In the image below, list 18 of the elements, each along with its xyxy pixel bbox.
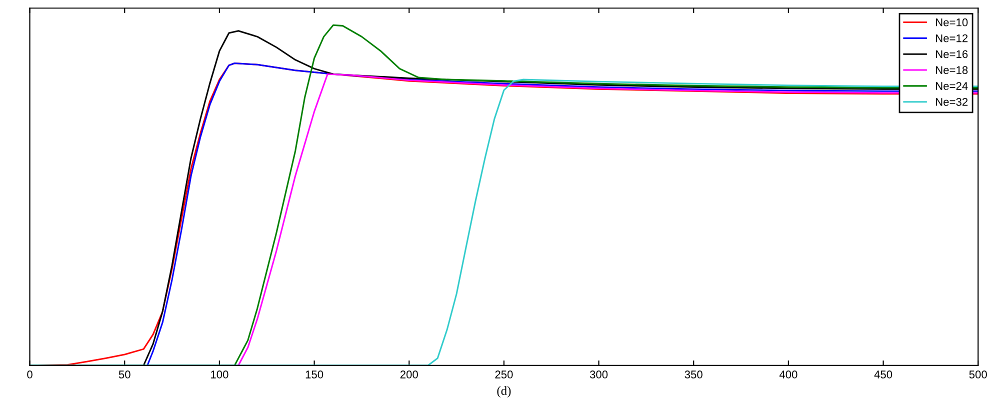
- x-tick-label: 250: [495, 370, 513, 378]
- x-tick-label: 450: [874, 370, 892, 378]
- x-tick-label: 500: [969, 370, 987, 378]
- x-tick-label: 200: [400, 370, 418, 378]
- x-tick-label: 400: [779, 370, 798, 378]
- x-tick-label: 350: [684, 370, 702, 378]
- legend-label: Ne=16: [936, 50, 968, 58]
- legend-label: Ne=24: [936, 82, 968, 90]
- x-tick-label: 0: [27, 370, 32, 378]
- x-tick-label: 100: [211, 370, 228, 378]
- legend-label: Ne=10: [936, 18, 968, 26]
- legend-label: Ne=18: [936, 66, 968, 74]
- x-tick-label: 50: [118, 370, 130, 378]
- x-tick-label: 300: [590, 370, 608, 378]
- x-axis-title: (d): [497, 386, 511, 398]
- legend-label: Ne=32: [936, 98, 968, 106]
- x-tick-label: 150: [306, 370, 324, 378]
- legend-label: Ne=12: [936, 34, 968, 42]
